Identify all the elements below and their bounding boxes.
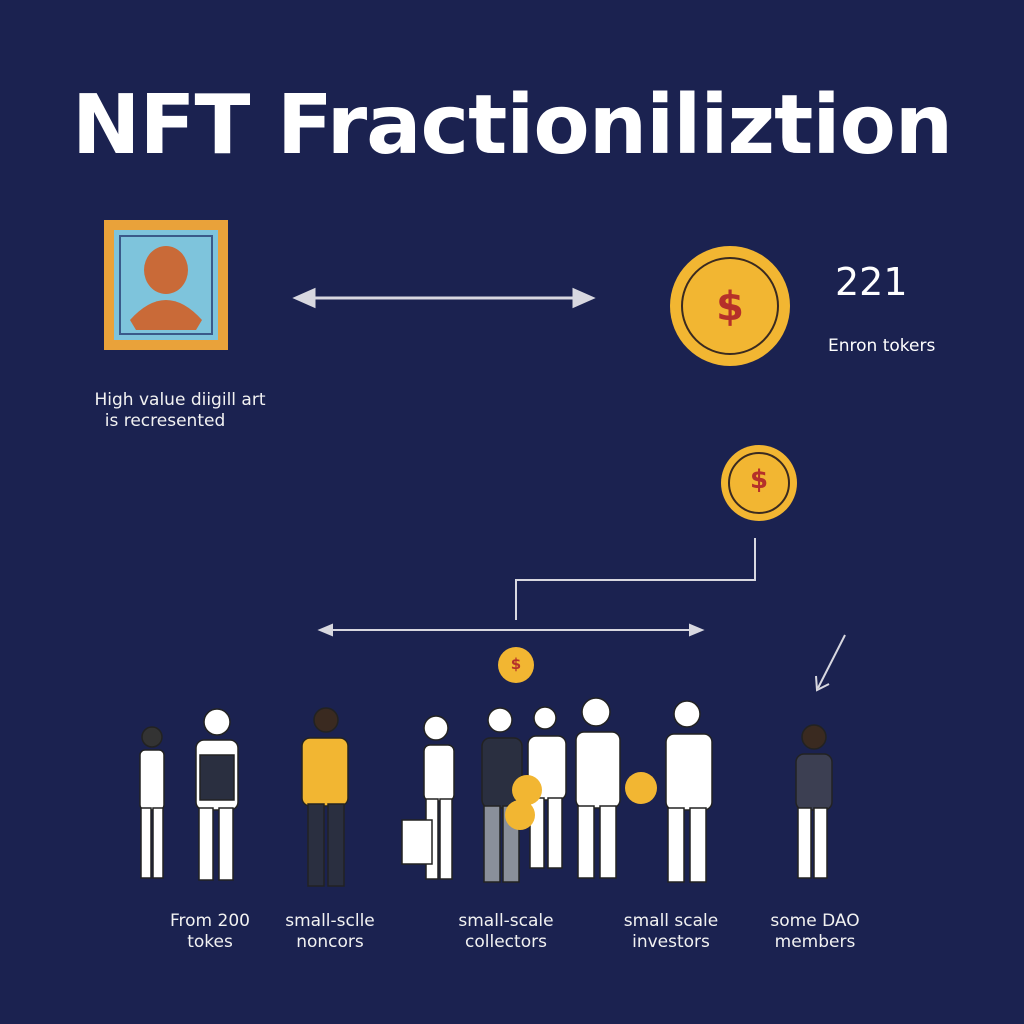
person-figure (481, 707, 523, 883)
nft-art-image (104, 220, 228, 350)
group-label-line: some DAO (770, 911, 860, 931)
connector-line (515, 538, 756, 620)
double-arrow-icon (317, 623, 705, 637)
art-caption-line: is recresented (104, 411, 226, 431)
art-caption-line: High value diigill art (94, 390, 266, 410)
group-label-line: tokes (187, 932, 233, 952)
group-label-line: noncors (296, 932, 364, 952)
group-label-line: small-scale (458, 911, 554, 931)
group-label-line: From 200 (170, 911, 250, 931)
dollar-symbol: $ (749, 465, 769, 495)
person-figure (301, 707, 349, 887)
person-figure (139, 726, 165, 879)
group-label: small-sclle noncors (270, 911, 390, 953)
person-figure (665, 700, 713, 883)
token-count: 221 (835, 260, 908, 304)
people-group (139, 697, 833, 887)
group-label: small-scale collectors (446, 911, 566, 953)
coin-icon (505, 772, 657, 830)
group-label: small scale investors (611, 911, 731, 953)
group-label-line: collectors (465, 932, 547, 952)
page-title: NFT Fractioniliztion (71, 78, 953, 173)
person-figure (195, 708, 239, 881)
group-label: some DAO members (755, 911, 875, 953)
coin-icon (721, 445, 797, 521)
person-figure (401, 715, 455, 880)
arrow-down-left-icon (815, 634, 846, 692)
group-label-line: members (774, 932, 856, 952)
group-label-line: small-sclle (285, 911, 375, 931)
art-caption: High value diigill art is recresented (60, 390, 300, 432)
token-label: Enron tokers (828, 336, 936, 356)
group-label-line: investors (632, 932, 710, 952)
dollar-symbol: $ (716, 284, 744, 330)
group-label-line: small scale (623, 911, 719, 931)
coin-icon (670, 246, 790, 366)
double-arrow-icon (292, 287, 596, 309)
person-figure (575, 697, 621, 879)
coin-icon (498, 647, 534, 683)
person-figure (795, 724, 833, 879)
dollar-symbol: $ (510, 655, 522, 673)
group-label: From 200 tokes (150, 911, 270, 953)
